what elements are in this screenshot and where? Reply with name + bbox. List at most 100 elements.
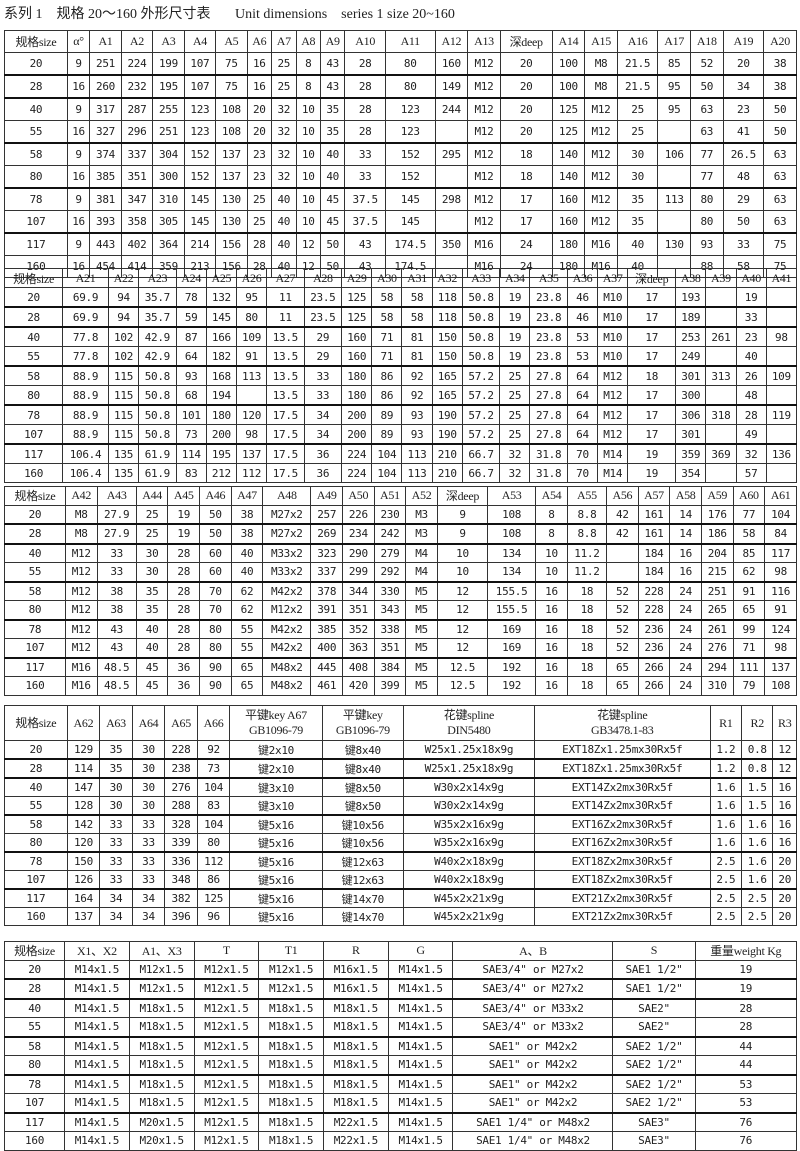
- table-cell: 91: [764, 600, 797, 620]
- table-cell: 16: [246, 74, 273, 99]
- table-cell: 32: [271, 142, 297, 166]
- table-cell: 238: [164, 758, 198, 779]
- table-cell: M14x1.5: [64, 997, 130, 1018]
- table-cell: 46: [566, 306, 599, 328]
- column-header: A54: [535, 486, 568, 506]
- table-cell: 80: [384, 52, 436, 76]
- table-cell: 125: [341, 306, 373, 328]
- table-cell: M8: [64, 504, 98, 525]
- table-cell: 300: [152, 165, 185, 189]
- table-cell: 25: [271, 52, 297, 76]
- table-cell: 10: [295, 165, 321, 189]
- size-cell: 40: [4, 542, 66, 563]
- table-cell: 99: [732, 618, 766, 639]
- size-cell: 107: [3, 424, 64, 445]
- table-cell: 115: [107, 385, 140, 406]
- table-cell: 8: [535, 523, 568, 544]
- table-cell: 80: [235, 306, 268, 328]
- table-cell: M18x1.5: [323, 1035, 389, 1056]
- table-cell: M12: [584, 97, 618, 121]
- table-cell: 12: [436, 600, 489, 620]
- header-row: 规格size A21 A22 A23 A24 A25 A26 A27 A28 A29 A30 A31 A…: [3, 268, 798, 288]
- table-cell: 98: [764, 638, 797, 658]
- table-cell: 26.5: [722, 142, 765, 166]
- column-header: A4: [183, 30, 217, 53]
- table-cell: M12: [64, 542, 98, 563]
- table-cell: 64: [566, 404, 599, 425]
- table-cell: 19: [499, 306, 531, 328]
- table-cell: 228: [637, 580, 671, 601]
- size-cell: 20: [4, 740, 68, 760]
- table-cell: 113: [401, 463, 433, 483]
- table-cell: 63: [763, 187, 797, 211]
- table-cell: M12x1.5: [193, 1055, 260, 1075]
- table-cell: 24: [499, 232, 553, 256]
- column-header: A18: [689, 30, 724, 53]
- column-header: 深deep: [627, 268, 677, 288]
- table-cell: 230: [373, 504, 407, 525]
- table-cell: 251: [89, 52, 122, 76]
- table-cell: [705, 385, 737, 406]
- table-cell: 93: [175, 365, 207, 386]
- column-header: α°: [66, 30, 91, 53]
- size-cell: 55: [4, 120, 68, 144]
- table-cell: 130: [657, 232, 691, 256]
- table-cell: 33: [344, 142, 386, 166]
- table-cell: 64: [566, 385, 599, 406]
- table-cell: 27.8: [529, 365, 568, 386]
- table-cell: M14x1.5: [64, 1017, 130, 1037]
- table-cell: SAE2": [612, 1017, 696, 1037]
- table-cell: 391: [310, 600, 343, 620]
- table-cell: 19: [499, 346, 531, 367]
- table-row: 80 M14x1.5 M18x1.5 M12x1.5 M18x1.5 M18x1.5 M14…: [3, 1055, 798, 1075]
- table-cell: 145: [183, 187, 217, 211]
- table-cell: 300: [675, 385, 707, 406]
- column-header: A14: [551, 30, 586, 53]
- table-cell: 24: [669, 580, 702, 601]
- table-cell: 104: [196, 814, 231, 834]
- table-cell: 75: [215, 52, 248, 76]
- table-cell: 35.7: [138, 287, 177, 308]
- column-header: A34: [499, 268, 531, 288]
- table-cell: M5: [405, 656, 438, 677]
- size-cell: 117: [3, 1111, 66, 1132]
- table-cell: 114: [66, 758, 101, 779]
- table-cell: 113: [235, 365, 268, 386]
- table-cell: 10: [295, 120, 321, 144]
- table-cell: 50.8: [461, 306, 501, 328]
- table-cell: 20: [772, 888, 797, 908]
- column-header: A2: [120, 30, 154, 53]
- table-cell: M48x2: [262, 676, 312, 696]
- table-cell: 32: [499, 463, 531, 483]
- table-cell: 1.5: [741, 777, 774, 797]
- table-cell: M10: [597, 287, 629, 308]
- table-cell: 71: [371, 326, 403, 347]
- table-cell: 76: [694, 1131, 798, 1151]
- size-cell: 78: [4, 618, 66, 639]
- table-cell: 27.8: [529, 424, 568, 445]
- table-cell: 251: [700, 580, 734, 601]
- table-cell: 189: [675, 306, 707, 328]
- table-cell: M14x1.5: [387, 959, 454, 980]
- table-cell: 43: [319, 52, 346, 76]
- table-cell: 71: [732, 638, 766, 658]
- column-header: 规格size: [3, 268, 64, 288]
- table-cell: 30: [99, 777, 133, 797]
- size-cell: 28: [3, 978, 66, 999]
- table-cell: W25x1.25x18x9g: [403, 740, 535, 760]
- column-header: T1: [258, 941, 324, 961]
- table-cell: 20: [246, 97, 273, 121]
- table-cell: 52: [606, 600, 639, 620]
- table-cell: 351: [373, 638, 407, 658]
- table-cell: 40: [230, 562, 264, 582]
- table-cell: 16: [669, 542, 702, 563]
- table-cell: 249: [675, 346, 707, 367]
- table-cell: 0.8: [741, 758, 774, 779]
- table-cell: 1.6: [709, 814, 743, 834]
- table-cell: 16: [535, 580, 568, 601]
- table-cell: 10: [295, 210, 321, 234]
- table-cell: 17: [627, 385, 677, 406]
- table-cell: 63: [763, 165, 797, 189]
- table-cell: 18: [566, 618, 608, 639]
- table-cell: 18: [566, 638, 608, 658]
